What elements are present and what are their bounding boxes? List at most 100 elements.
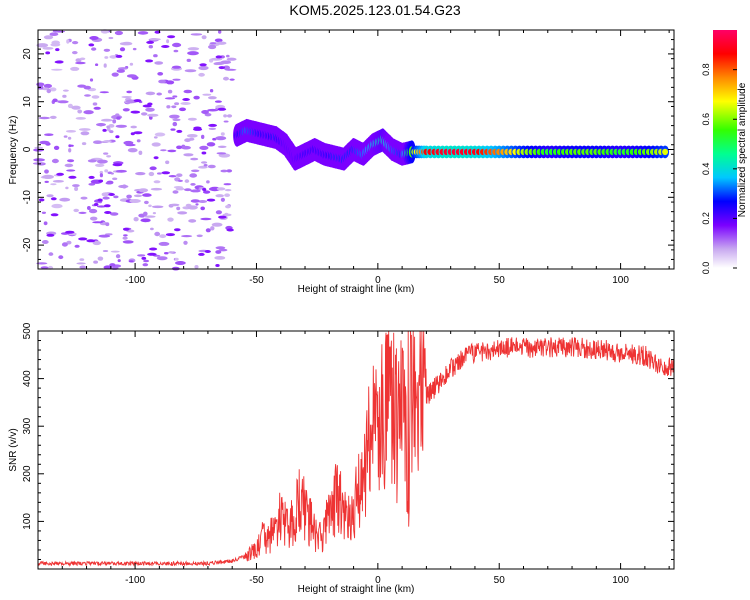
heatmap-noise-cell (153, 180, 161, 184)
heatmap-y-tick-label: 0 (22, 146, 33, 152)
heatmap-noise-cell (202, 93, 212, 96)
heatmap-noise-cell (52, 180, 64, 183)
heatmap-noise-cell (142, 263, 149, 267)
heatmap-noise-cell (46, 194, 54, 198)
heatmap-noise-cell (130, 125, 137, 129)
heatmap-noise-cell (49, 115, 57, 119)
heatmap-noise-cell (214, 256, 226, 260)
heatmap-noise-cell (188, 219, 197, 223)
heatmap-noise-cell (167, 217, 174, 222)
heatmap-noise-cell (112, 177, 118, 181)
heatmap-noise-cell (88, 175, 95, 179)
heatmap-noise-cell (103, 140, 112, 143)
heatmap-noise-cell (148, 171, 155, 177)
heatmap-noise-cell (198, 65, 209, 71)
heatmap-noise-cell (73, 208, 79, 213)
heatmap-noise-cell (168, 175, 177, 178)
heatmap-noise-cell (224, 193, 231, 197)
heatmap-noise-cell (150, 227, 154, 231)
heatmap-noise-cell (184, 179, 190, 183)
heatmap-noise-cell (129, 199, 141, 203)
heatmap-noise-cell (218, 248, 228, 252)
heatmap-noise-cell (172, 42, 182, 48)
heatmap-noise-cell (116, 69, 126, 73)
heatmap-noise-cell (69, 144, 74, 147)
heatmap-x-tick-label: -50 (249, 275, 264, 286)
heatmap-noise-cell (93, 140, 103, 144)
heatmap-noise-cell (195, 203, 199, 206)
heatmap-noise-cell (207, 164, 216, 169)
heatmap-noise-cell (99, 173, 103, 178)
heatmap-noise-cell (115, 54, 123, 58)
heatmap-noise-cell (229, 78, 235, 81)
snr-frame (37, 330, 675, 570)
heatmap-noise-cell (41, 240, 49, 244)
heatmap-noise-cell (146, 40, 155, 44)
heatmap-noise-cell (79, 258, 85, 261)
heatmap-noise-cell (148, 45, 153, 49)
heatmap-x-tick-label: 0 (375, 275, 381, 286)
heatmap-noise-cell (149, 38, 161, 41)
heatmap-noise-cell (161, 171, 171, 175)
heatmap-noise-cell (86, 239, 96, 243)
snr-y-tick-label: 500 (22, 322, 33, 339)
heatmap-x-tick-label: -100 (125, 275, 145, 286)
heatmap-y-tick-label: -10 (22, 190, 33, 205)
heatmap-noise-cell (108, 193, 115, 196)
heatmap-noise-cell (153, 54, 158, 58)
heatmap-noise-cell (101, 192, 110, 197)
heatmap-noise-cell (224, 189, 232, 192)
heatmap-noise-cell (123, 140, 134, 145)
heatmap-noise-cell (133, 217, 139, 222)
heatmap-x-tick-label: 50 (494, 275, 506, 286)
heatmap-noise-cell (117, 259, 121, 263)
heatmap-noise-cell (226, 114, 233, 118)
heatmap-noise-cell (152, 212, 156, 215)
heatmap-noise-cell (142, 104, 152, 108)
heatmap-noise-cell (220, 169, 228, 173)
heatmap-noise-cell (135, 172, 146, 176)
snr-y-tick-label: 200 (22, 465, 33, 482)
heatmap-noise-cell (58, 255, 64, 260)
heatmap-noise-cell (226, 54, 230, 58)
heatmap-noise-cell (93, 106, 101, 110)
heatmap-noise-cell (210, 57, 223, 61)
heatmap-noise-cell (190, 183, 196, 186)
heatmap-layer (32, 29, 670, 271)
heatmap-noise-cell (72, 51, 78, 55)
heatmap-noise-cell (75, 117, 87, 120)
heatmap-noise-cell (110, 212, 119, 216)
colorbar-tick-label: 0.2 (701, 212, 711, 225)
heatmap-ridge-cell (662, 148, 669, 156)
heatmap-noise-cell (209, 42, 217, 45)
snr-axes: -100 -50 0 50 100 100 200 300 400 500 (22, 322, 674, 586)
heatmap-noise-cell (190, 157, 199, 161)
heatmap-noise-cell (53, 145, 60, 150)
heatmap-noise-cell (109, 55, 118, 59)
heatmap-noise-cell (70, 66, 80, 71)
heatmap-noise-cell (206, 198, 216, 202)
heatmap-noise-cell (201, 161, 208, 164)
heatmap-noise-cell (103, 204, 111, 208)
heatmap-noise-cell (105, 181, 113, 185)
heatmap-noise-cell (110, 172, 114, 175)
heatmap-noise-cell (98, 179, 104, 183)
heatmap-noise-cell (166, 80, 175, 85)
heatmap-noise-cell (141, 112, 148, 116)
heatmap-noise-cell (159, 234, 167, 239)
heatmap-noise-cell (226, 169, 233, 173)
heatmap-noise-cell (141, 256, 147, 260)
heatmap-noise-cell (104, 211, 112, 214)
heatmap-noise-cell (142, 193, 152, 197)
heatmap-noise-cell (165, 233, 175, 237)
heatmap-noise-cell (198, 200, 208, 203)
heatmap-noise-cell (42, 174, 54, 179)
heatmap-noise-cell (199, 63, 207, 67)
heatmap-noise-cell (214, 100, 222, 103)
heatmap-noise-cell (104, 169, 109, 173)
heatmap-noise-cell (122, 108, 130, 112)
heatmap-noise-cell (165, 160, 170, 165)
heatmap-noise-cell (50, 197, 57, 201)
heatmap-noise-cell (115, 135, 120, 139)
heatmap-noise-cell (173, 49, 179, 53)
